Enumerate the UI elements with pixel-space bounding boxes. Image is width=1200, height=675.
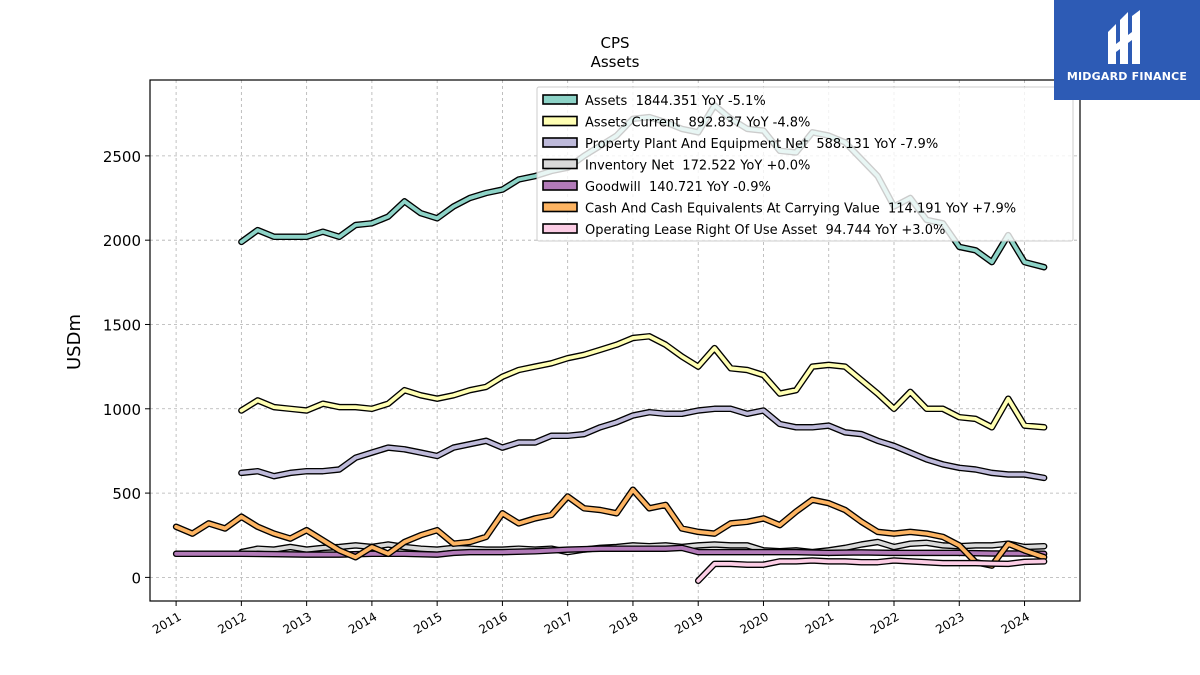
legend-swatch [542,158,578,170]
series-line [239,406,1046,480]
legend-entry-label: Cash And Cash Equivalents At Carrying Va… [585,202,1016,217]
series-assets-current [238,333,1048,431]
legend-frame [536,86,1074,242]
series-operating-lease-right-of-use-asset [694,557,1048,585]
y-tick-label: 1500 [103,316,141,334]
x-tick-label: 2022 [868,609,901,636]
midgard-logo-icon [1108,10,1140,64]
legend-swatch [542,137,578,148]
x-tick-label: 2018 [607,609,640,636]
legend-entry-label: Inventory Net 172.522 YoY +0.0% [585,159,810,174]
legend-entry-label: Operating Lease Right Of Use Asset 94.74… [585,223,945,238]
legend: Assets 1844.351 YoY -5.1% Assets Current … [536,86,1074,242]
legend-entry-label: Assets Current 892.837 YoY -4.8% [585,116,810,131]
legend-entry-label: Assets 1844.351 YoY -5.1% [585,94,766,109]
series-property-plant-and-equipment-net [238,405,1048,482]
legend-swatch [542,223,578,234]
y-tick-label: 0 [131,569,141,587]
series-line [696,558,1046,583]
x-tick-label: 2013 [281,609,314,636]
brand-name: MIDGARD FINANCE [1066,70,1188,83]
x-tick-label: 2020 [738,609,771,636]
x-tick-label: 2012 [215,609,248,636]
x-tick-label: 2024 [999,609,1032,636]
series-outline [238,405,1048,482]
y-tick-label: 2000 [103,232,141,250]
series-line [239,334,1046,430]
series-goodwill [172,544,1048,558]
y-tick-label: 1000 [103,401,141,419]
series-line [174,546,1046,557]
legend-swatch [542,94,578,105]
x-tick-label: 2015 [411,609,444,636]
plot-frame [149,79,1081,602]
y-tick-label: 500 [112,485,141,503]
legend-entry-label: Goodwill 140.721 YoY -0.9% [585,180,771,195]
x-tick-label: 2017 [542,609,575,636]
legend-swatch [542,180,578,191]
x-tick-label: 2011 [150,609,183,636]
x-tick-label: 2023 [933,609,966,636]
x-tick-label: 2019 [672,609,705,636]
x-tick-label: 2016 [476,609,509,636]
chart-subtitle: Assets [591,53,640,71]
y-axis-label: USDm [64,314,85,370]
y-tick-label: 2500 [103,148,141,166]
brand-logo: MIDGARD FINANCE [1054,0,1200,100]
x-tick-label: 2014 [346,609,379,636]
x-tick-label: 2021 [803,609,836,636]
legend-entry-label: Property Plant And Equipment Net 588.131… [585,137,938,152]
chart-title: CPS [600,34,629,52]
series-line [174,487,1046,568]
legend-swatch [542,201,578,213]
legend-swatch [542,115,578,127]
series-cash-and-cash-equivalents-at-carrying-value [172,486,1048,569]
